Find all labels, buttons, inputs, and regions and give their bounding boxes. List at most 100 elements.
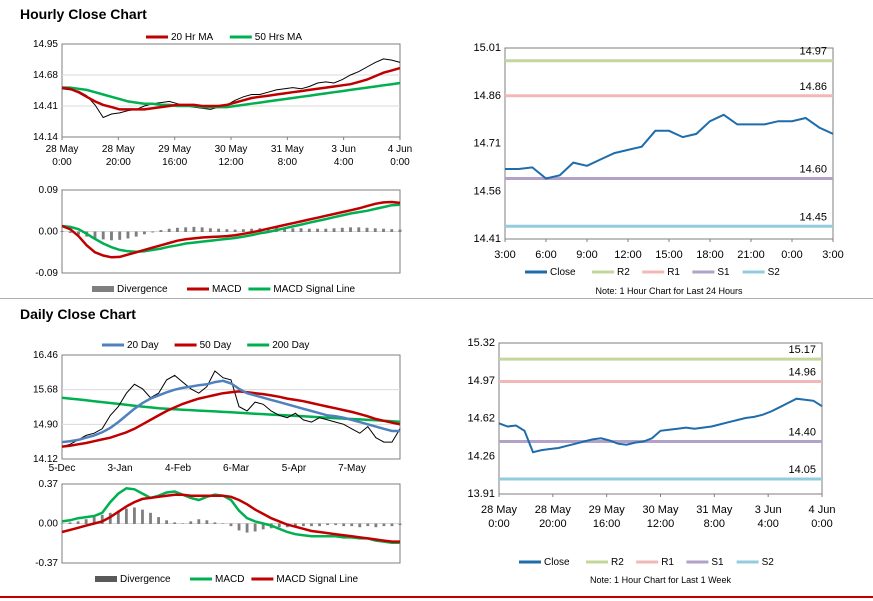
hourly-macd-y-tick-line: 0.09 — [39, 185, 59, 196]
daily-price-frame — [61, 354, 401, 460]
hourly-macd-divergence-bar — [373, 228, 377, 232]
daily-section-title: Daily Close Chart — [20, 306, 136, 322]
hourly-pivot-level-label-line: 14.97 — [799, 46, 827, 58]
hourly-pivot-y-tick-line: 14.56 — [473, 185, 501, 197]
daily-50-day-line — [61, 390, 401, 448]
hourly-macd-legend-label-line: Divergence — [117, 284, 168, 295]
daily-price-legend-label-line: 20 Day — [127, 340, 159, 351]
weekly-pivot-level-label-line: 14.40 — [788, 427, 816, 439]
daily-macd-divergence-bar — [68, 522, 72, 524]
hourly-macd-divergence-bar — [110, 231, 113, 241]
daily-macd-legend-label: MACD — [215, 574, 244, 585]
hourly-price-x-tick-line: 28 May — [102, 144, 135, 155]
daily-macd-divergence-bar — [261, 523, 265, 530]
weekly-pivot-y-tick: 13.91 — [467, 488, 495, 500]
weekly-pivot-x-tick: 31 May 8:00 — [696, 504, 733, 530]
hourly-pivot-x-tick: 15:00 — [655, 249, 683, 261]
hourly-macd-divergence-bar — [93, 231, 97, 238]
hourly-macd-divergence-bar — [60, 231, 64, 232]
hourly-pivot-note-line: Note: 1 Hour Chart for Last 24 Hours — [595, 286, 743, 296]
hourly-price-y-tick: 14.95 — [33, 39, 58, 50]
daily-price-x-tick: 5-Dec — [49, 463, 76, 474]
hourly-price-x-tick-line: 0:00 — [52, 157, 72, 168]
weekly-pivot-level-label: 14.96 — [788, 367, 816, 379]
daily-price-y-tick-line: 14.12 — [33, 454, 58, 465]
weekly-pivot-legend-label-line: S2 — [762, 557, 775, 568]
hourly-macd-divergence-bar — [291, 228, 295, 232]
hourly-price-x-tick: 31 May 8:00 — [271, 144, 304, 168]
weekly-pivot-y-tick-line: 14.26 — [467, 450, 495, 462]
daily-macd-y-tick-line: -0.37 — [35, 558, 58, 569]
hourly-macd-divergence-bar — [307, 228, 311, 232]
hourly-pivot-x-tick-line: 0:00 — [781, 249, 802, 261]
hourly-macd-y-tick-line: -0.09 — [35, 268, 58, 279]
hourly-pivot-legend-label: Close — [550, 267, 576, 278]
hourly-pivot-level-label-line: 14.60 — [799, 164, 827, 176]
weekly-pivot-legend-label: R2 — [611, 557, 624, 568]
weekly-pivot-x-tick-line: 12:00 — [647, 518, 675, 530]
daily-price-x-tick: 5-Apr — [282, 463, 307, 474]
weekly-pivot-legend-label-line: Close — [544, 557, 570, 568]
daily-price-y-tick: 14.90 — [33, 419, 58, 430]
hourly-price-x-tick-line: 0:00 — [390, 157, 410, 168]
bottom-rule — [0, 596, 873, 598]
hourly-pivot-legend-label-line: R1 — [667, 267, 680, 278]
daily-price-y-tick-line: 15.68 — [33, 385, 58, 396]
daily-macd-y-tick: -0.37 — [35, 558, 58, 569]
daily-macd-y-tick-line: 0.37 — [39, 479, 59, 490]
weekly-pivot-x-tick-line: 30 May — [642, 504, 679, 516]
daily-macd-divergence-bar — [374, 523, 378, 528]
hourly-pivot-x-tick-line: 18:00 — [696, 249, 724, 261]
hourly-price-legend-label: 50 Hrs MA — [255, 32, 303, 43]
daily-macd-divergence-bar — [342, 523, 346, 527]
hourly-price-x-tick: 3 Jun 4:00 — [331, 144, 355, 168]
hourly-macd-legend-label: Divergence — [117, 284, 168, 295]
daily-macd-divergence-bar — [213, 522, 217, 524]
daily-macd-divergence-bar — [124, 508, 128, 524]
weekly-pivot-x-tick-line: 8:00 — [704, 518, 725, 530]
hourly-macd-y-tick: 0.09 — [39, 185, 59, 196]
weekly-pivot-x-tick-line: 4:00 — [757, 518, 778, 530]
hourly-pivot-x-tick: 3:00 — [822, 249, 843, 261]
weekly-pivot-note: Note: 1 Hour Chart for Last 1 Week — [590, 575, 731, 585]
weekly-pivot-x-tick: 3 Jun 4:00 — [755, 504, 782, 530]
daily-price-x-tick-line: 6-Mar — [223, 463, 250, 474]
hourly-price-x-tick-line: 4:00 — [334, 157, 354, 168]
hourly-macd-divergence-bar — [159, 230, 163, 232]
weekly-pivot-x-tick: 30 May 12:00 — [642, 504, 679, 530]
hourly-price-y-tick-line: 14.41 — [33, 101, 58, 112]
hourly-pivot-x-tick: 0:00 — [781, 249, 802, 261]
hourly-macd-divergence-bar — [365, 227, 369, 232]
daily-macd-divergence-bar — [358, 523, 362, 528]
weekly-pivot-x-tick-line: 28 May — [481, 504, 518, 516]
daily-macd-divergence-bar — [141, 509, 144, 524]
weekly-pivot-legend-label: S1 — [711, 557, 724, 568]
hourly-macd-divergence-bar — [151, 231, 155, 233]
weekly-pivot-level-label: 14.05 — [788, 464, 816, 476]
daily-macd-divergence-bar — [149, 512, 152, 524]
daily-macd-divergence-bar — [173, 522, 177, 524]
hourly-macd-y-tick-line: 0.00 — [39, 227, 59, 238]
hourly-macd-divergence-bar — [101, 231, 105, 240]
weekly-pivot-legend-label-line: R2 — [611, 557, 624, 568]
hourly-macd-divergence-bar — [118, 231, 122, 240]
daily-macd-divergence-bar — [334, 523, 338, 526]
hourly-50hr-ma-line — [62, 81, 401, 109]
weekly-pivot-x-tick: 4 Jun 0:00 — [809, 504, 836, 530]
hourly-20hr-ma-line — [61, 66, 401, 111]
hourly-pivot-level-label: 14.86 — [799, 81, 827, 93]
hourly-pivot-legend-label-line: Close — [550, 267, 576, 278]
weekly-pivot-x-tick-line: 20:00 — [539, 518, 567, 530]
daily-macd-divergence-bar — [382, 523, 386, 527]
daily-macd-divergence-bar — [197, 519, 201, 524]
hourly-price-x-tick: 28 May 20:00 — [102, 144, 135, 168]
daily-macd-divergence-bar — [100, 514, 104, 524]
hourly-pivot-level-label-line: 14.86 — [799, 81, 827, 93]
daily-macd-divergence-bar — [326, 523, 329, 526]
daily-macd-divergence-bar — [302, 523, 305, 527]
hourly-pivot-y-tick: 14.71 — [473, 138, 501, 150]
daily-macd-divergence-bar — [318, 523, 321, 527]
daily-macd-legend-label-line: MACD Signal Line — [276, 574, 358, 585]
hourly-pivot-frame — [504, 47, 834, 240]
weekly-pivot-y-tick-line: 15.32 — [467, 337, 495, 349]
